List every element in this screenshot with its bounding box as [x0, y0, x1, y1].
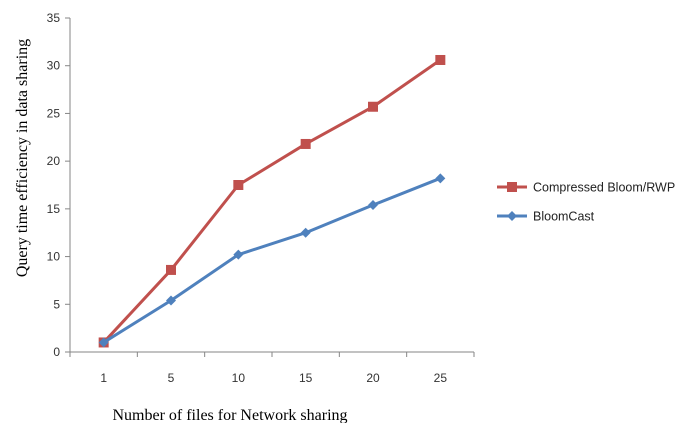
y-tick-label-5: 25 — [47, 106, 61, 120]
legend-marker-0 — [507, 182, 517, 192]
x-axis-title: Number of files for Network sharing — [112, 407, 347, 423]
y-tick-label-3: 15 — [47, 202, 61, 216]
series-0-point-1 — [166, 264, 176, 275]
x-tick-label-1: 5 — [168, 371, 175, 385]
series-layer — [98, 54, 446, 348]
y-tick-label-1: 5 — [53, 297, 60, 311]
x-tick-label-5: 25 — [434, 371, 448, 385]
y-tick-label-4: 20 — [47, 154, 61, 168]
x-tick-label-3: 15 — [299, 371, 313, 385]
x-tick-label-4: 20 — [366, 371, 380, 385]
x-axis-ticks: 1 5 10 15 20 25 — [69, 352, 475, 385]
series-1 — [98, 173, 446, 348]
y-tick-label-2: 10 — [47, 250, 61, 264]
series-0-point-3 — [300, 138, 311, 149]
legend: Compressed Bloom/RWP BloomCast — [497, 181, 675, 224]
legend-item-0: Compressed Bloom/RWP — [497, 181, 675, 195]
series-0-point-5 — [435, 54, 446, 65]
series-0 — [98, 54, 446, 348]
y-tick-label-7: 35 — [47, 11, 61, 25]
y-axis-ticks: 0 5 10 15 20 25 30 35 — [47, 11, 70, 359]
y-tick-label-6: 30 — [47, 59, 61, 73]
series-line-0 — [102, 58, 442, 344]
series-1-point-3 — [300, 227, 311, 238]
x-tick-label-0: 1 — [100, 371, 107, 385]
series-1-point-2 — [233, 249, 244, 260]
series-0-point-4 — [368, 101, 378, 112]
series-0-point-2 — [233, 180, 244, 190]
y-axis-title: Query time efficiency in data sharing — [14, 39, 31, 277]
series-line-1 — [102, 176, 441, 344]
series-1-point-0 — [98, 337, 109, 348]
legend-label-1: BloomCast — [533, 210, 595, 224]
series-1-point-5 — [435, 173, 446, 184]
legend-marker-1 — [507, 211, 517, 221]
y-tick-label-0: 0 — [53, 345, 60, 359]
series-1-point-1 — [166, 295, 176, 306]
legend-item-1: BloomCast — [497, 210, 595, 224]
legend-label-0: Compressed Bloom/RWP — [533, 181, 675, 195]
x-tick-label-2: 10 — [232, 371, 246, 385]
series-1-point-4 — [368, 200, 378, 211]
